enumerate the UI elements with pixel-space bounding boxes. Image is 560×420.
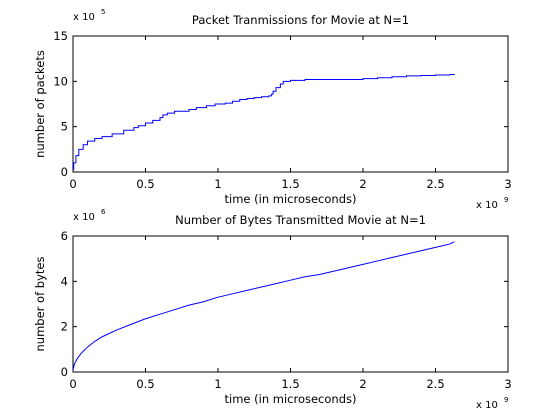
packets-chart: 0 0.5 1 1.5 2 2.5 3 0 5 10 15 Packet Tranmissions f… — [33, 8, 512, 211]
x-tick-label: 0 — [69, 377, 76, 391]
y-multiplier-exponent: 5 — [101, 8, 105, 16]
y-tick-label: 6 — [61, 229, 68, 243]
x-multiplier: x 10 9 — [476, 396, 508, 411]
y-tick-label: 4 — [61, 274, 68, 288]
x-tick-label: 3 — [504, 377, 511, 391]
x-tick-label: 2.5 — [426, 377, 444, 391]
x-tick-label: 0.5 — [136, 377, 154, 391]
y-tick-label: 5 — [61, 120, 68, 134]
x-multiplier: x 10 9 — [476, 196, 508, 211]
x-multiplier-base: x 10 — [476, 400, 498, 411]
y-tick-label: 2 — [61, 320, 68, 334]
bytes-chart: 0 0.5 1 1.5 2 2.5 3 0 2 4 6 Number of Bytes Transmi… — [33, 208, 512, 411]
y-tick-label: 10 — [53, 74, 68, 88]
y-multiplier-base: x 10 — [73, 212, 95, 223]
x-tick-label: 1 — [214, 377, 221, 391]
y-axis-label: number of packets — [33, 50, 47, 158]
x-multiplier-exponent: 9 — [504, 196, 508, 204]
x-tick-label: 2 — [359, 177, 366, 191]
y-multiplier-exponent: 6 — [101, 208, 106, 216]
y-tick-label: 0 — [61, 365, 68, 379]
x-tick-label: 0.5 — [136, 177, 154, 191]
x-axis-label: time (in microseconds) — [225, 392, 357, 406]
series-line — [73, 74, 455, 170]
x-tick-label: 0 — [69, 177, 76, 191]
y-tick-label: 15 — [53, 29, 68, 43]
x-tick-label: 1.5 — [281, 377, 299, 391]
x-tick-label: 1.5 — [281, 177, 299, 191]
chart-title: Packet Tranmissions for Movie at N=1 — [192, 13, 409, 27]
x-multiplier-exponent: 9 — [504, 396, 508, 404]
y-multiplier: x 10 5 — [73, 8, 105, 23]
x-tick-label: 2 — [359, 377, 366, 391]
x-tick-label: 3 — [504, 177, 511, 191]
chart-title: Number of Bytes Transmitted Movie at N=1 — [175, 213, 426, 227]
x-tick-label: 1 — [214, 177, 221, 191]
plot-frame — [72, 35, 509, 173]
x-tick-label: 2.5 — [426, 177, 444, 191]
x-multiplier-base: x 10 — [476, 200, 498, 211]
x-axis-label: time (in microseconds) — [225, 192, 357, 206]
y-axis-label: number of bytes — [33, 257, 47, 352]
y-tick-label: 0 — [61, 165, 68, 179]
y-multiplier-base: x 10 — [73, 12, 95, 23]
plot-frame — [72, 235, 509, 373]
series-line — [72, 241, 455, 370]
y-multiplier: x 10 6 — [73, 208, 106, 223]
